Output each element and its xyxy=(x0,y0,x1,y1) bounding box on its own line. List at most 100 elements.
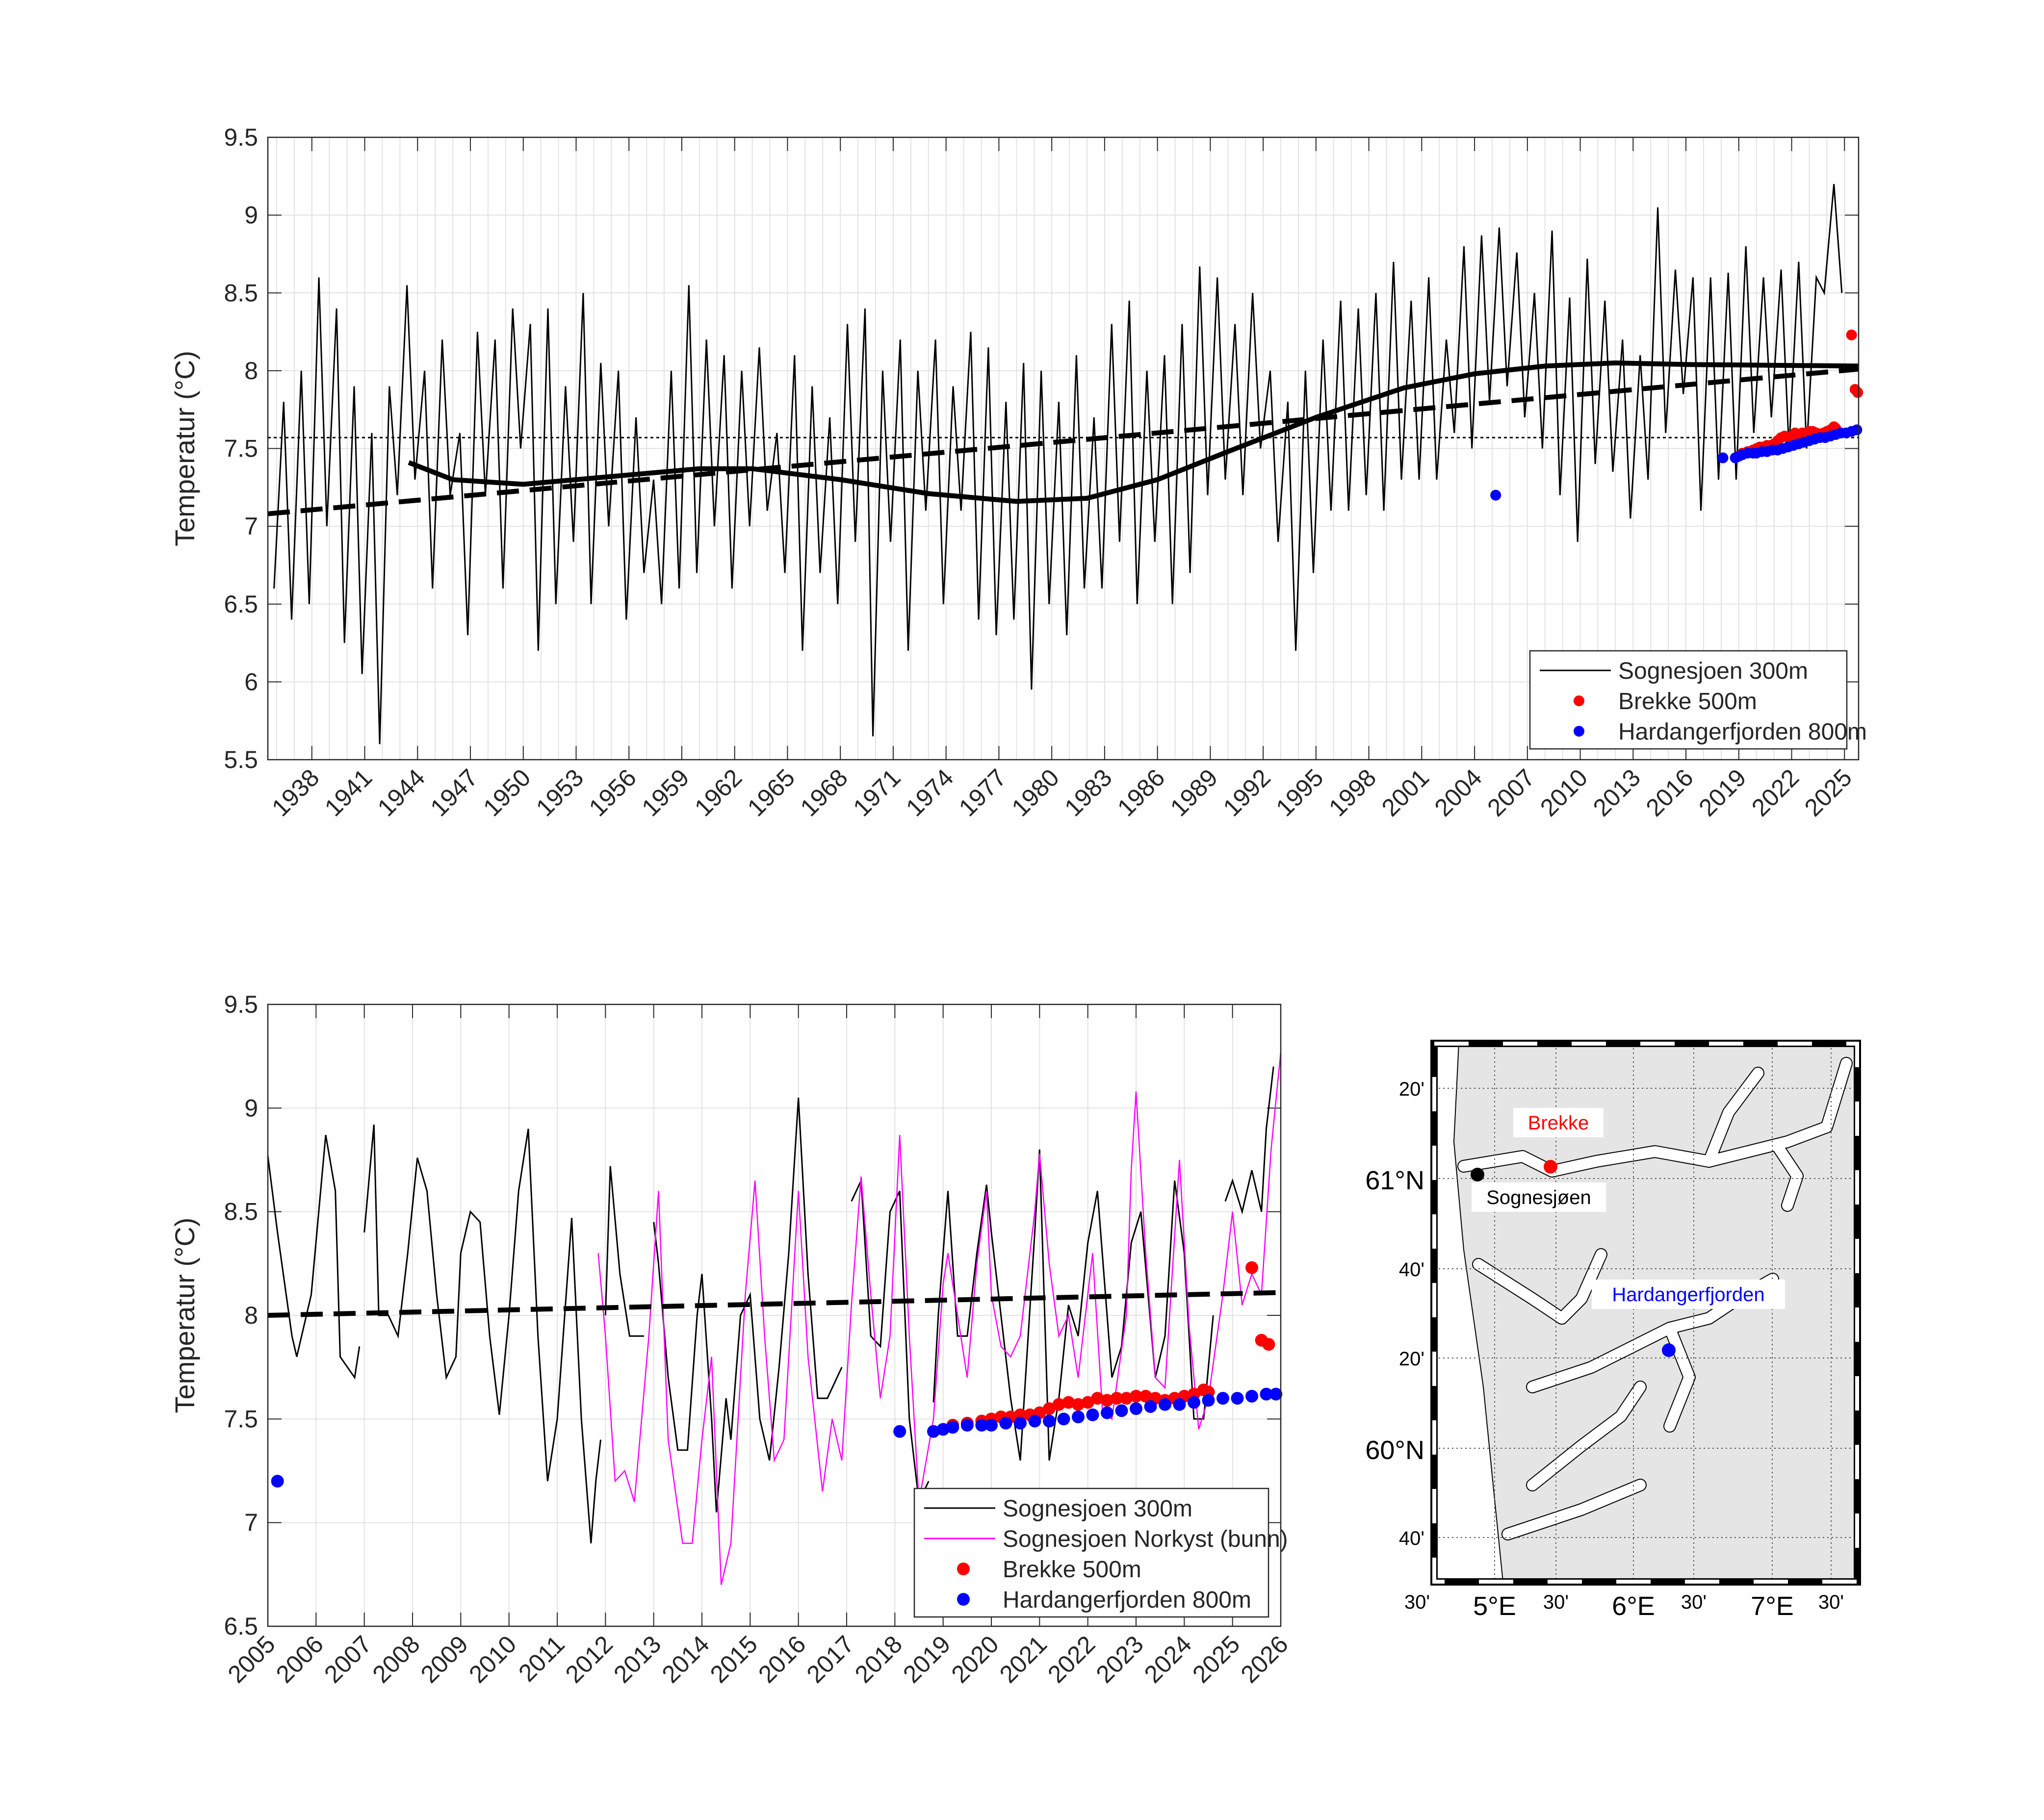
legend: Sognesjoen 300m Brekke 500m Hardangerfjord… xyxy=(1529,650,1867,750)
data-point xyxy=(1202,1394,1215,1407)
x-tick-label: 1956 xyxy=(584,764,642,821)
station-label: Sognesjøen xyxy=(1486,1187,1591,1208)
y-tick-label: 8 xyxy=(244,1302,258,1329)
data-point xyxy=(960,1419,974,1432)
y-tick-label: 9 xyxy=(244,1094,258,1122)
legend-label: Sognesjoen 300m xyxy=(1618,658,1808,684)
series-line xyxy=(597,1052,1282,1585)
data-point xyxy=(1101,1406,1113,1419)
station-label-bg xyxy=(1513,1108,1604,1137)
legend-marker xyxy=(957,1563,970,1575)
x-tick-label: 1962 xyxy=(689,764,747,821)
data-point xyxy=(1110,1392,1123,1405)
data-point xyxy=(927,1425,940,1438)
legend-label: Sognesjoen 300m xyxy=(1003,1496,1192,1522)
x-tick-label: 2023 xyxy=(1091,1630,1149,1688)
y-tick-label: 8.5 xyxy=(224,279,258,307)
station-label: Brekke xyxy=(1528,1112,1589,1134)
land xyxy=(1434,1044,1857,1582)
x-tick-label: 2010 xyxy=(1535,764,1593,821)
x-tick-label: 1965 xyxy=(742,764,800,821)
fjord xyxy=(1458,1058,1852,1177)
station-marker xyxy=(1544,1160,1557,1174)
x-tick-label: 2018 xyxy=(850,1630,907,1688)
data-point xyxy=(999,1416,1012,1430)
y-axis-label: Temperatur (°C) xyxy=(169,351,200,546)
longitude-label: 6°E xyxy=(1612,1591,1655,1621)
station-marker xyxy=(1662,1343,1676,1357)
fjord xyxy=(1473,1249,1606,1324)
x-tick-label: 2026 xyxy=(1236,1630,1294,1688)
x-tick-label: 2025 xyxy=(1799,764,1857,821)
x-tick-label: 2013 xyxy=(608,1630,666,1688)
legend-label: Brekke 500m xyxy=(1618,689,1757,715)
chart-long-term: 5.566.577.588.599.5193819411944194719501… xyxy=(169,124,1867,821)
data-point xyxy=(1052,1398,1065,1411)
latitude-label: 61°N xyxy=(1365,1166,1424,1195)
fjord xyxy=(1664,1323,1695,1432)
y-tick-label: 6.5 xyxy=(224,1613,258,1640)
y-tick-label: 5.5 xyxy=(224,746,258,773)
x-tick-label: 1950 xyxy=(478,764,536,821)
data-point xyxy=(1851,424,1863,436)
x-tick-label: 2006 xyxy=(271,1630,329,1688)
trend-line xyxy=(267,366,1859,516)
x-tick-label: 2019 xyxy=(1693,764,1751,821)
x-tick-label: 2019 xyxy=(898,1630,956,1688)
data-point xyxy=(1717,452,1729,463)
legend-marker xyxy=(1574,695,1584,706)
station-label-bg xyxy=(1472,1182,1606,1212)
latitude-label: 40' xyxy=(1399,1259,1424,1281)
data-point xyxy=(1245,1261,1258,1274)
station-marker xyxy=(1471,1168,1484,1181)
x-tick-label: 2012 xyxy=(560,1630,618,1688)
x-tick-label: 1980 xyxy=(1007,764,1064,821)
x-tick-label: 1986 xyxy=(1112,764,1170,821)
y-tick-label: 7 xyxy=(244,1509,258,1537)
x-tick-label: 1947 xyxy=(425,764,483,821)
legend: Sognesjoen 300m Sognesjoen Norkyst (bunn)… xyxy=(913,1487,1288,1618)
data-point xyxy=(1130,1389,1142,1403)
x-tick-label: 2004 xyxy=(1429,764,1487,821)
series-layer xyxy=(267,184,1863,744)
legend-marker xyxy=(957,1593,970,1606)
longitude-label: 5°E xyxy=(1473,1591,1516,1621)
longitude-label: 7°E xyxy=(1751,1591,1794,1621)
legend-label: Brekke 500m xyxy=(1003,1557,1141,1583)
longitude-label: 30' xyxy=(1681,1591,1707,1613)
data-point xyxy=(1091,1392,1104,1405)
x-tick-label: 2009 xyxy=(415,1630,473,1688)
y-tick-label: 6 xyxy=(244,668,258,695)
x-tick-label: 1953 xyxy=(531,764,589,821)
data-point xyxy=(1216,1392,1229,1405)
axes-frame xyxy=(267,136,1860,761)
x-tick-label: 2024 xyxy=(1139,1630,1197,1688)
x-tick-label: 1941 xyxy=(319,764,377,821)
data-point xyxy=(1086,1408,1099,1421)
x-tick-label: 2015 xyxy=(705,1630,763,1688)
x-tick-label: 2022 xyxy=(1746,764,1804,821)
y-tick-label: 8 xyxy=(244,357,258,385)
data-point xyxy=(271,1475,284,1488)
x-tick-label: 2007 xyxy=(319,1630,377,1688)
fjord xyxy=(1704,1068,1763,1167)
y-tick-label: 7.5 xyxy=(224,1405,258,1433)
map-frame-dashes xyxy=(1432,1042,1859,1584)
x-tick-label: 2022 xyxy=(1042,1630,1100,1688)
x-tick-label: 2021 xyxy=(994,1630,1052,1688)
data-point xyxy=(1072,1410,1085,1424)
data-point xyxy=(1115,1404,1128,1417)
series-line xyxy=(267,1066,1274,1544)
axes-frame xyxy=(267,1003,1282,1627)
y-axis-label: Temperatur (°C) xyxy=(169,1218,200,1413)
x-tick-label: 1995 xyxy=(1270,764,1328,821)
data-point xyxy=(1260,1387,1273,1401)
station-map: 20' 61°N 40' 20' 60°N 40' 30' 5°E 30' 6°E 30' 7°E 30… xyxy=(1365,1040,1861,1621)
x-tick-label: 1992 xyxy=(1218,764,1276,821)
latitude-label: 20' xyxy=(1399,1078,1424,1100)
x-tick-label: 1938 xyxy=(266,764,324,821)
y-tick-label: 6.5 xyxy=(224,590,258,618)
data-point xyxy=(1014,1416,1027,1430)
